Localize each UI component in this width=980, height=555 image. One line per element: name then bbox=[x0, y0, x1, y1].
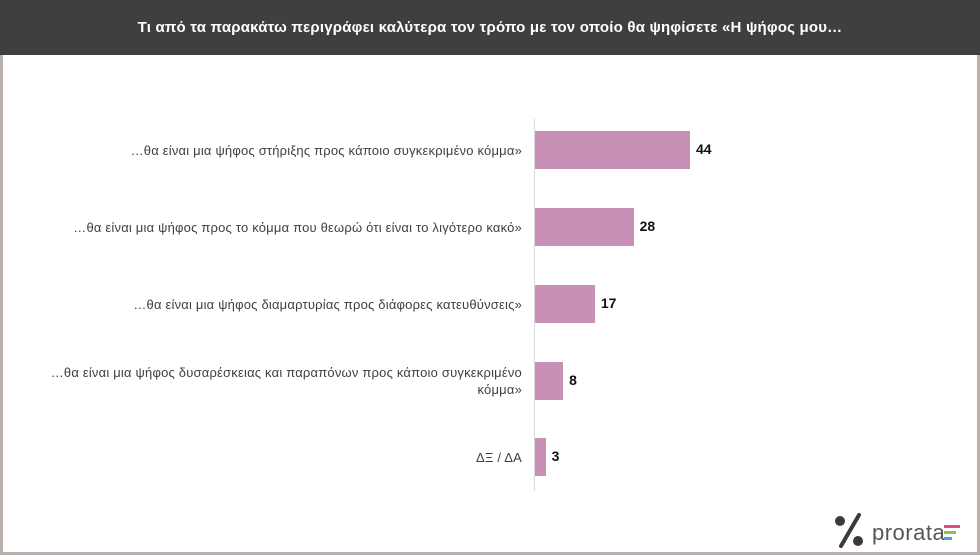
bar bbox=[535, 362, 564, 400]
data-label: 28 bbox=[639, 218, 656, 234]
prorata-logo: prorata bbox=[832, 512, 972, 548]
bar bbox=[535, 285, 595, 323]
category-label: …θα είναι μια ψήφος δυσαρέσκειας και παρ… bbox=[50, 365, 522, 397]
category-label: …θα είναι μια ψήφος στήριξης προς κάποιο… bbox=[130, 142, 522, 158]
data-label: 8 bbox=[569, 372, 577, 388]
bar bbox=[535, 131, 690, 169]
y-axis-line bbox=[534, 119, 535, 491]
bar bbox=[535, 438, 546, 476]
category-label: …θα είναι μια ψήφος προς το κόμμα που θε… bbox=[73, 219, 522, 235]
bar bbox=[535, 208, 634, 246]
data-label: 3 bbox=[551, 448, 560, 464]
chart-header: Τι από τα παρακάτω περιγράφει καλύτερα τ… bbox=[0, 0, 980, 55]
category-label: ΔΞ / ΔΑ bbox=[475, 449, 522, 465]
data-label: 44 bbox=[696, 141, 712, 157]
logo-text: prorata bbox=[872, 520, 946, 545]
data-label: 17 bbox=[600, 295, 617, 311]
chart-title: Τι από τα παρακάτω περιγράφει καλύτερα τ… bbox=[137, 19, 843, 36]
logo-bars-icon bbox=[944, 525, 960, 543]
category-label: …θα είναι μια ψήφος διαμαρτυρίας προς δι… bbox=[133, 296, 522, 312]
percent-logo-icon bbox=[835, 513, 863, 548]
